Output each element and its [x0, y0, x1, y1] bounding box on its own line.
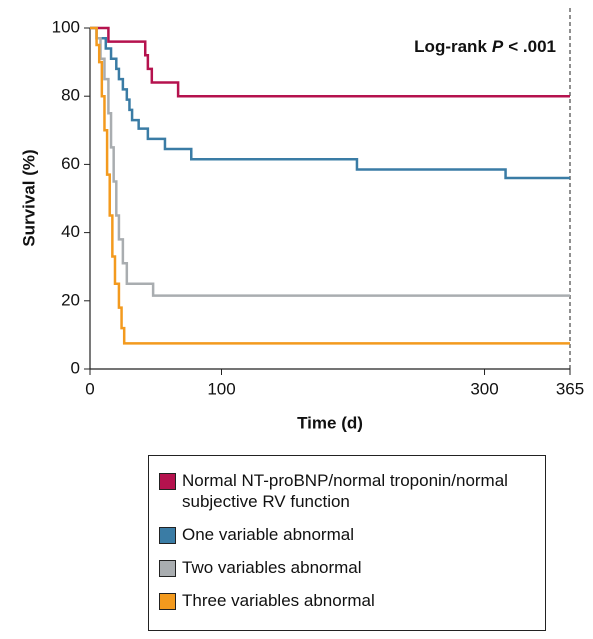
legend-swatch — [159, 593, 176, 610]
legend-label: Two variables abnormal — [182, 558, 362, 577]
annotation-text: Log-rank — [414, 37, 487, 56]
annotation: Log-rank P < .001 — [414, 37, 556, 56]
survival-line — [90, 26, 570, 98]
legend: Normal NT-proBNP/normal troponin/normal … — [148, 455, 546, 631]
legend-swatch — [159, 473, 176, 490]
annotation-text: P — [492, 37, 504, 56]
survival-line — [90, 26, 570, 345]
legend-swatch — [159, 527, 176, 544]
y-tick-label: 20 — [61, 290, 80, 309]
x-tick-label: 365 — [556, 379, 584, 398]
legend-swatch — [159, 560, 176, 577]
legend-item: One variable abnormal — [159, 524, 535, 545]
legend-item: Normal NT-proBNP/normal troponin/normal … — [159, 470, 535, 512]
x-tick-label: 100 — [207, 379, 235, 398]
y-axis-label: Survival (%) — [19, 149, 38, 246]
legend-item: Three variables abnormal — [159, 590, 535, 611]
legend-item: Two variables abnormal — [159, 557, 535, 578]
y-tick-label: 0 — [71, 358, 80, 377]
legend-label: One variable abnormal — [182, 525, 354, 544]
legend-label: Normal NT-proBNP/normal troponin/normal … — [182, 471, 508, 511]
x-tick-label: 300 — [470, 379, 498, 398]
survival-line — [90, 26, 570, 297]
survival-line — [90, 26, 570, 180]
x-axis-label: Time (d) — [297, 413, 363, 432]
x-tick-label: 0 — [85, 379, 94, 398]
y-tick-label: 100 — [52, 17, 80, 36]
y-tick-label: 40 — [61, 222, 80, 241]
legend-label: Three variables abnormal — [182, 591, 375, 610]
annotation-text: < .001 — [508, 37, 556, 56]
y-tick-label: 80 — [61, 86, 80, 105]
y-tick-label: 60 — [61, 154, 80, 173]
chart: Log-rank P < .001 Time (d) Survival (%) 0 2… — [19, 8, 584, 432]
